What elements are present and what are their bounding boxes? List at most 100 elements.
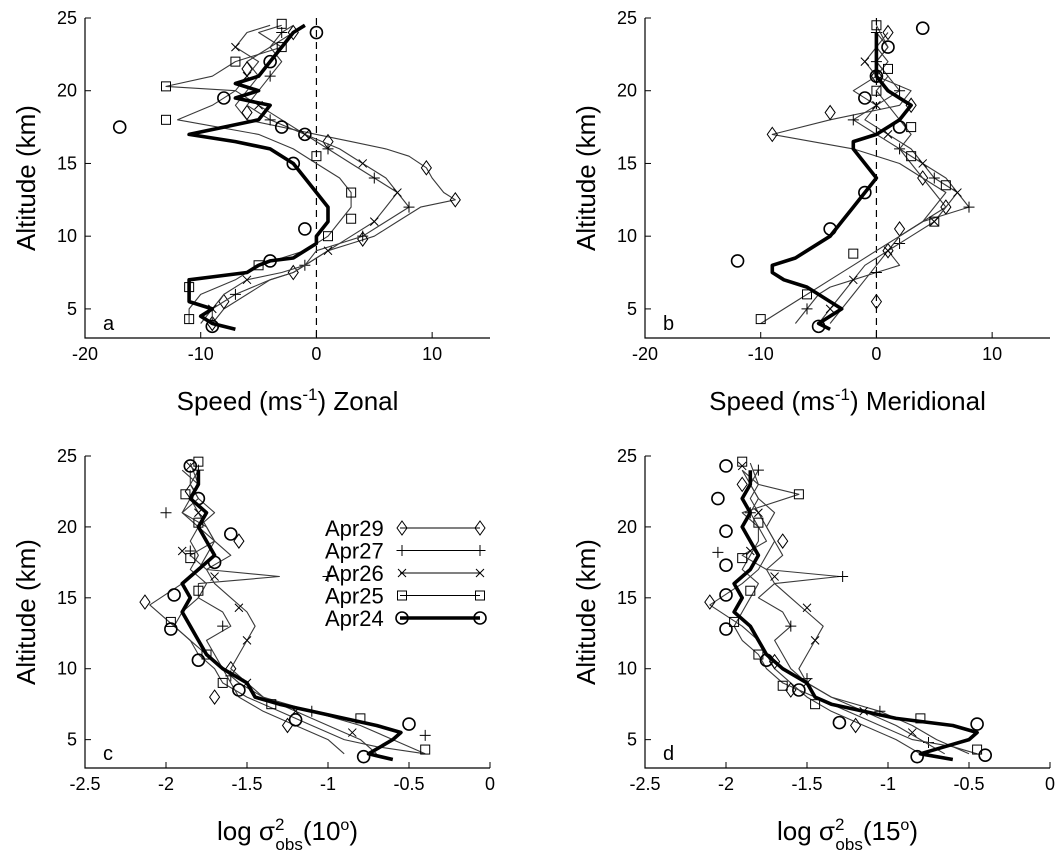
circle-marker bbox=[164, 622, 178, 636]
square-marker bbox=[871, 20, 882, 31]
x-tick-label: -2.5 bbox=[69, 774, 100, 794]
x-tick-label: -10 bbox=[188, 344, 214, 364]
x-marker bbox=[300, 130, 310, 139]
square-marker bbox=[729, 616, 740, 627]
square-marker bbox=[753, 517, 764, 528]
square-marker bbox=[737, 456, 748, 467]
legend-label: Apr24 bbox=[325, 606, 384, 631]
circle-marker bbox=[970, 717, 984, 731]
diamond-marker bbox=[420, 159, 432, 176]
x-marker bbox=[242, 275, 252, 285]
circle-marker bbox=[263, 54, 277, 69]
diamond-marker bbox=[917, 170, 929, 186]
y-tick-label: 15 bbox=[617, 153, 637, 173]
square-marker bbox=[217, 677, 228, 688]
legend-label: Apr26 bbox=[325, 561, 384, 586]
circle-marker bbox=[730, 254, 745, 268]
y-tick-label: 25 bbox=[57, 446, 77, 466]
square-marker bbox=[755, 314, 766, 325]
x-axis-title: Speed (ms-1) Meridional bbox=[709, 385, 986, 416]
plus-marker bbox=[419, 729, 431, 741]
square-marker bbox=[323, 231, 333, 242]
x-marker bbox=[883, 130, 893, 139]
panel-a: -20 -10 0 10 5 10 15 20 25 a Altitude (km) Speed (m… bbox=[11, 8, 490, 416]
x-tick-label: 0 bbox=[871, 344, 881, 364]
circle-marker bbox=[205, 319, 220, 334]
series-line bbox=[771, 32, 947, 324]
plus-marker bbox=[712, 546, 724, 558]
series-apr27 bbox=[712, 464, 970, 755]
series-apr29 bbox=[766, 24, 952, 324]
series-apr24 bbox=[730, 21, 930, 334]
circle-marker bbox=[881, 40, 895, 54]
circle-marker bbox=[288, 712, 303, 727]
series-line bbox=[760, 25, 947, 324]
plus-marker bbox=[403, 201, 415, 213]
plus-marker bbox=[474, 545, 486, 556]
square-marker bbox=[161, 81, 171, 92]
circle-marker bbox=[719, 622, 733, 636]
x-tick-label: 0 bbox=[1045, 774, 1055, 794]
circle-marker bbox=[978, 748, 993, 763]
y-tick-label: 5 bbox=[627, 730, 637, 750]
diamond-marker bbox=[396, 520, 408, 536]
square-marker bbox=[165, 616, 176, 627]
x-tick-label: -2 bbox=[158, 774, 174, 794]
diamond-marker bbox=[824, 104, 836, 121]
y-tick-label: 15 bbox=[57, 588, 77, 608]
x-marker bbox=[323, 246, 333, 256]
y-tick-label: 20 bbox=[617, 517, 637, 537]
series-apr24 bbox=[112, 23, 330, 334]
circle-marker bbox=[356, 749, 371, 764]
diamond-marker bbox=[870, 293, 883, 310]
series-line bbox=[187, 23, 330, 332]
x-tick-label: -1.5 bbox=[791, 774, 822, 794]
plus-marker bbox=[396, 545, 408, 556]
plus-marker bbox=[276, 27, 288, 39]
square-marker bbox=[929, 216, 940, 227]
x-marker bbox=[347, 728, 357, 737]
legend-item-apr25: Apr25 bbox=[325, 584, 485, 609]
x-tick-label: -2 bbox=[718, 774, 734, 794]
plus-marker bbox=[837, 571, 849, 583]
diamond-marker bbox=[241, 104, 253, 121]
square-marker bbox=[276, 42, 287, 53]
circle-marker bbox=[217, 91, 231, 105]
series-line bbox=[180, 470, 403, 762]
y-tick-label: 5 bbox=[67, 730, 77, 750]
circle-marker bbox=[910, 749, 924, 764]
square-marker bbox=[180, 489, 191, 500]
x-tick-label: -1 bbox=[880, 774, 896, 794]
square-marker bbox=[185, 553, 196, 564]
diamond-marker bbox=[766, 126, 778, 143]
panel-label: c bbox=[103, 743, 113, 765]
circle-marker bbox=[719, 588, 733, 602]
circle-marker bbox=[232, 683, 246, 697]
square-marker bbox=[420, 744, 431, 755]
series-line bbox=[818, 32, 958, 324]
square-marker bbox=[311, 151, 322, 162]
circle-marker bbox=[473, 611, 487, 625]
x-tick-label: -20 bbox=[632, 344, 658, 364]
plus-marker bbox=[264, 70, 276, 82]
y-tick-label: 25 bbox=[617, 446, 637, 466]
square-marker bbox=[184, 314, 195, 325]
panel-b: -20 -10 0 10 5 10 15 20 25 b Altitude (km) Speed (m… bbox=[571, 8, 1050, 416]
circle-marker bbox=[719, 558, 733, 573]
plus-marker bbox=[160, 507, 172, 519]
circle-marker bbox=[719, 459, 733, 473]
y-tick-label: 5 bbox=[627, 299, 637, 319]
panel-label: a bbox=[103, 313, 115, 335]
circle-marker bbox=[858, 185, 872, 200]
x-marker bbox=[770, 572, 779, 581]
plus-marker bbox=[801, 303, 813, 315]
diamond-marker bbox=[139, 594, 151, 610]
diamond-marker bbox=[849, 717, 862, 734]
x-tick-label: -0.5 bbox=[393, 774, 424, 794]
x-marker bbox=[953, 188, 962, 197]
x-tick-label: -10 bbox=[748, 344, 774, 364]
circle-marker bbox=[309, 25, 324, 40]
